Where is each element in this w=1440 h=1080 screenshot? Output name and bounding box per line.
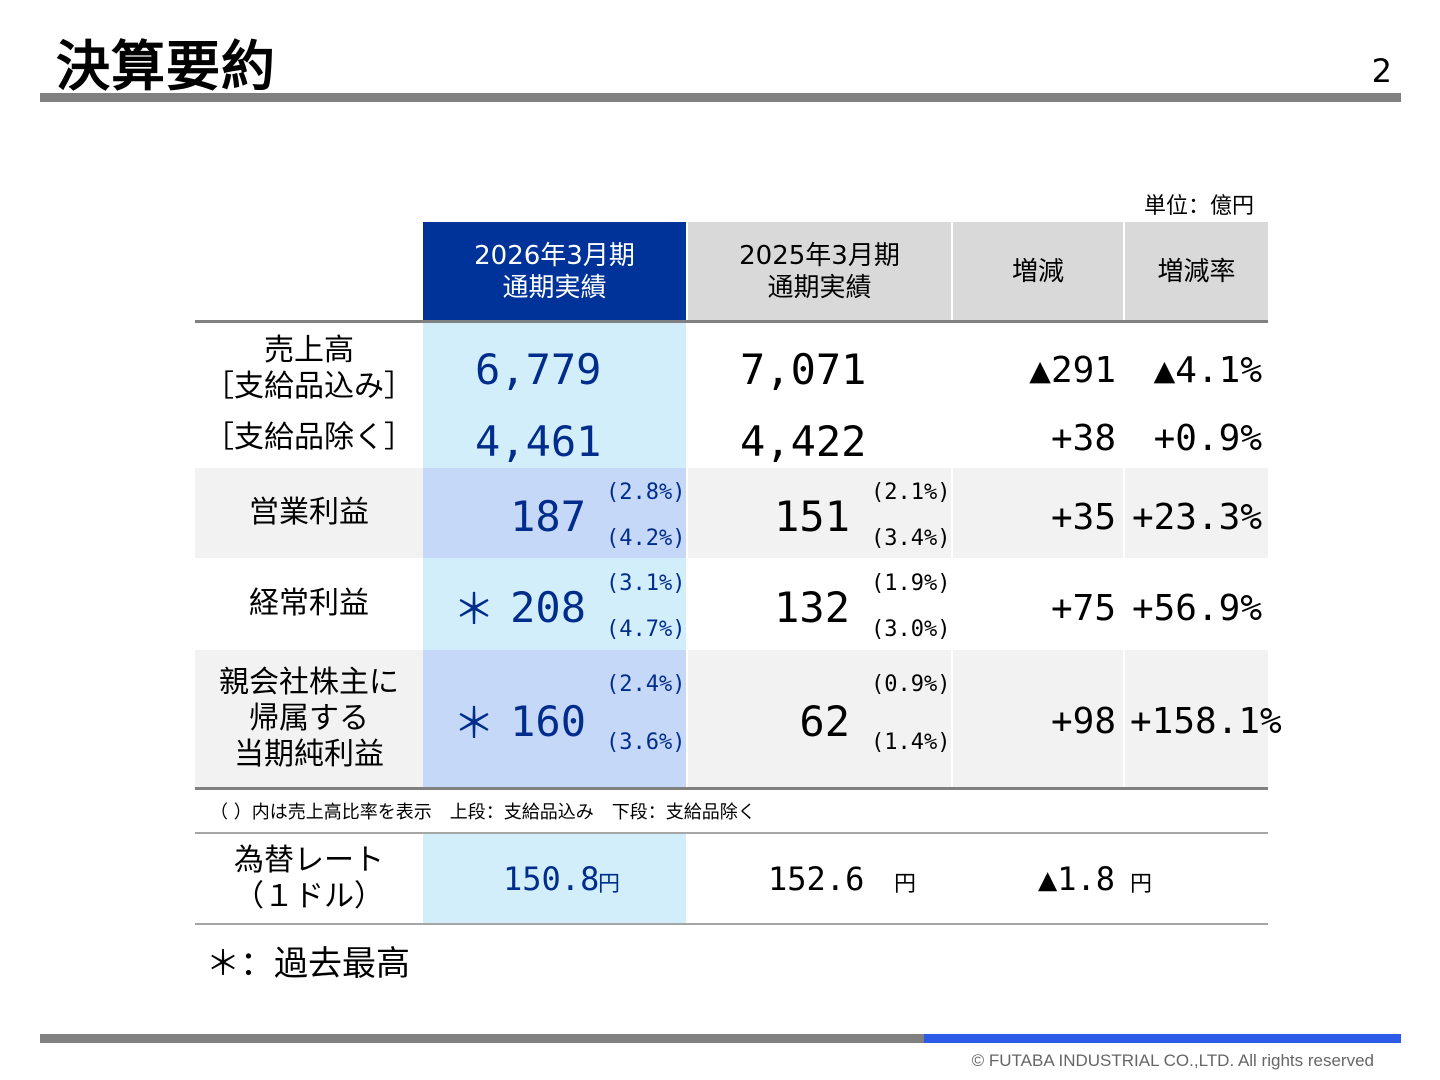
col-divider-2 (951, 468, 953, 788)
operating-previous-pct-upper: (2.1%) (871, 480, 951, 505)
fx-bottom-line (195, 923, 1268, 925)
sales-excl-rate: +0.9% (1153, 418, 1262, 459)
net-label: 親会社株主に 帰属する 当期純利益 (195, 662, 423, 776)
ordinary-current-pct-lower: (4.7%) (606, 617, 686, 642)
fx-top-line (195, 832, 1268, 834)
sales-excl-current: 4,461 (475, 417, 602, 466)
footer-bar-gray (40, 1034, 924, 1043)
net-label-line1: 親会社株主に (219, 665, 399, 700)
sales-excl-previous: 4,422 (740, 417, 867, 466)
fx-current-bg (423, 834, 686, 924)
current-col-bg-operating (423, 468, 686, 558)
operating-current-pct-upper: (2.8%) (606, 480, 686, 505)
net-rate: +158.1% (1130, 701, 1282, 742)
header-divider (40, 93, 1401, 102)
net-previous-pct-upper: (0.9%) (871, 672, 951, 697)
ordinary-current-pct-upper: (3.1%) (606, 571, 686, 596)
net-current-pct-upper: (2.4%) (606, 672, 686, 697)
operating-rate: +23.3% (1131, 497, 1262, 538)
net-previous-pct-lower: (1.4%) (871, 730, 951, 755)
net-current: 160 (510, 697, 586, 746)
operating-label: 営業利益 (249, 495, 369, 530)
ordinary-previous-pct-upper: (1.9%) (871, 571, 951, 596)
header-previous-period: 2025年3月期 通期実績 (688, 222, 951, 322)
fx-current-unit: 円 (598, 872, 621, 897)
sales-incl-previous: 7,071 (740, 345, 867, 394)
header-current-year: 2026年3月期 (474, 241, 635, 271)
current-col-bg-ordinary (423, 558, 686, 650)
footer-bar-blue (924, 1034, 1401, 1043)
sales-incl-change: ▲291 (1029, 350, 1116, 391)
ordinary-previous: 132 (774, 583, 850, 632)
fx-change: ▲1.8 (1038, 860, 1116, 898)
current-col-bg-sales (423, 323, 686, 468)
net-change: +98 (1050, 701, 1116, 742)
header-current-type: 通期実績 (502, 273, 607, 303)
page-number: 2 (1371, 52, 1392, 90)
col-divider-3 (1123, 468, 1125, 788)
copyright: © FUTABA INDUSTRIAL CO.,LTD. All rights … (971, 1051, 1374, 1070)
unit-label: 単位：億円 (1144, 194, 1255, 219)
record-footnote: ＊：過去最高 (206, 944, 410, 984)
sales-incl-current: 6,779 (475, 345, 602, 394)
header-previous-type: 通期実績 (767, 273, 872, 303)
fx-label-line1: 為替レート (234, 843, 384, 878)
ordinary-current: 208 (510, 583, 586, 632)
row-bg-operating (195, 468, 1268, 558)
ordinary-previous-pct-lower: (3.0%) (871, 617, 951, 642)
net-record-marker: ＊ (453, 699, 496, 748)
operating-current: 187 (510, 492, 586, 541)
sales-incl-rate: ▲4.1% (1153, 350, 1262, 391)
header-current-period: 2026年3月期 通期実績 (423, 222, 686, 322)
operating-current-pct-lower: (4.2%) (606, 526, 686, 551)
page-title: 決算要約 (56, 35, 276, 98)
header-change-rate: 増減率 (1125, 222, 1268, 322)
col-divider-1 (686, 468, 688, 788)
fx-label-line2: （１ドル） (234, 879, 384, 914)
sales-incl-label: ［支給品込み］ (204, 369, 414, 404)
fx-previous-unit: 円 (894, 872, 917, 897)
ordinary-rate: +56.9% (1131, 588, 1262, 629)
header-bottom-line (195, 320, 1268, 323)
header-change: 増減 (953, 222, 1123, 322)
fx-current: 150.8 (503, 860, 600, 898)
sales-excl-change: +38 (1050, 418, 1116, 459)
table-bottom-line (195, 787, 1268, 790)
operating-change: +35 (1050, 497, 1116, 538)
operating-previous-pct-lower: (3.4%) (871, 526, 951, 551)
row-bg-net (195, 650, 1268, 788)
header-previous-year: 2025年3月期 (739, 241, 900, 271)
net-label-line2: 帰属する (249, 701, 369, 736)
net-previous: 62 (799, 697, 850, 746)
row-label-sales: 売上高 ［支給品込み］ (195, 330, 423, 408)
fx-previous: 152.6 (768, 860, 865, 898)
sales-excl-label: ［支給品除く］ (204, 420, 414, 455)
ordinary-label: 経常利益 (249, 586, 369, 621)
net-current-pct-lower: (3.6%) (606, 730, 686, 755)
ordinary-change: +75 (1050, 588, 1116, 629)
current-col-bg-net (423, 650, 686, 788)
fx-change-unit: 円 (1130, 872, 1153, 897)
fx-label: 為替レート （１ドル） (195, 840, 423, 918)
net-label-line3: 当期純利益 (234, 737, 384, 772)
ordinary-record-marker: ＊ (453, 585, 496, 634)
ratio-note: （ ）内は売上高比率を表示 上段：支給品込み 下段：支給品除く (210, 802, 756, 823)
sales-label: 売上高 (264, 333, 354, 368)
operating-previous: 151 (774, 492, 850, 541)
